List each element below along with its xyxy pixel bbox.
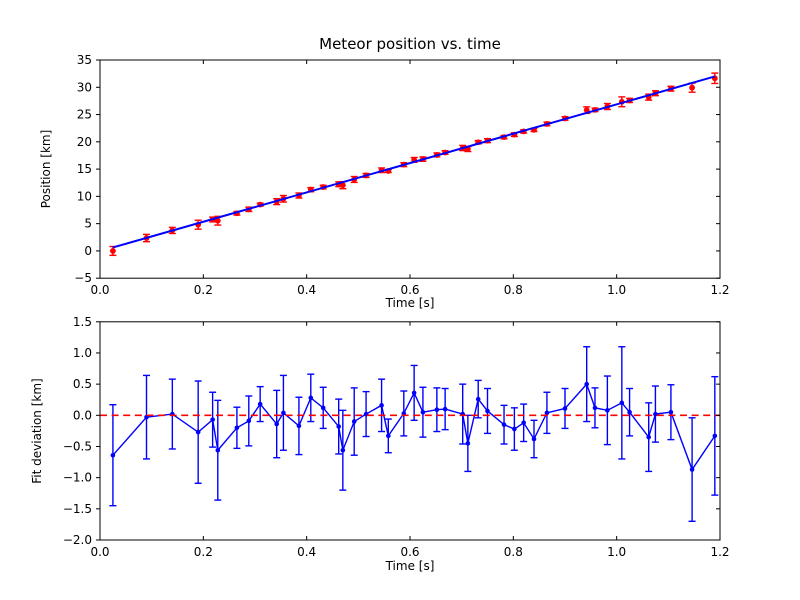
- y-tick-label: 0.5: [73, 377, 92, 391]
- x-tick-label: 0.6: [400, 283, 419, 297]
- x-tick-label: 0.2: [194, 545, 213, 559]
- x-tick-label: 0.4: [297, 545, 316, 559]
- fit-deviation-marker: [646, 434, 651, 440]
- x-tick-label: 0.2: [194, 283, 213, 297]
- fit-deviation-marker: [627, 409, 632, 415]
- fit-deviation-marker: [584, 381, 589, 387]
- x-tick-label: 0.0: [90, 283, 109, 297]
- fit-deviation-marker: [668, 409, 674, 415]
- y-tick-label: 5: [84, 217, 92, 231]
- y-tick-label: 35: [77, 53, 92, 67]
- fit-deviation-marker: [485, 408, 490, 414]
- top-plot-xlabel: Time [s]: [385, 296, 435, 310]
- y-tick-label: 0.0: [73, 408, 92, 422]
- y-tick-label: 15: [77, 162, 92, 176]
- fit-deviation-marker: [379, 403, 384, 408]
- bottom-plot-ylabel: Fit deviation [km]: [30, 378, 44, 484]
- fit-deviation-marker: [605, 408, 610, 413]
- top-plot-title: Meteor position vs. time: [319, 35, 501, 53]
- x-tick-label: 0.4: [297, 283, 316, 297]
- x-tick-label: 1.2: [710, 545, 729, 559]
- y-tick-label: 1.0: [73, 346, 92, 360]
- residual-plot-frame: [99, 321, 721, 541]
- x-tick-label: 0.0: [90, 545, 109, 559]
- fit-deviation-marker: [592, 405, 598, 411]
- measured-position-marker: [214, 217, 221, 224]
- fit-deviation-marker: [712, 433, 718, 439]
- y-tick-label: 0: [84, 244, 92, 258]
- fit-deviation-marker: [531, 436, 537, 442]
- fit-deviation-marker: [308, 395, 314, 401]
- y-tick-label: 10: [77, 189, 92, 203]
- fit-deviation-marker: [281, 410, 286, 416]
- measured-position-marker: [110, 248, 116, 254]
- fit-deviation-marker: [475, 396, 481, 402]
- fit-deviation-marker: [336, 424, 342, 429]
- fit-deviation-marker: [653, 411, 658, 417]
- fit-deviation-marker: [215, 447, 221, 453]
- x-tick-label: 1.0: [607, 545, 626, 559]
- fit-deviation-marker: [619, 400, 625, 406]
- bottom-plot-xlabel: Time [s]: [385, 559, 435, 573]
- y-tick-label: 1.5: [73, 315, 92, 329]
- fit-deviation-marker: [386, 433, 391, 439]
- fit-deviation-marker: [340, 447, 346, 453]
- fit-deviation-marker: [320, 405, 326, 411]
- x-tick-label: 1.0: [607, 283, 626, 297]
- measured-position-marker: [339, 182, 346, 189]
- top-plot-ylabel: Position [km]: [39, 129, 53, 209]
- fit-deviation-marker: [501, 422, 507, 427]
- y-tick-label: −1.0: [63, 471, 92, 485]
- y-tick-label: −2.0: [63, 533, 92, 547]
- linear-fit: [112, 75, 716, 249]
- fit-deviation-marker: [689, 467, 695, 472]
- fit-deviation-marker: [521, 420, 526, 426]
- fit-deviation-marker: [411, 390, 417, 396]
- y-tick-label: −5: [74, 271, 92, 285]
- y-tick-label: 30: [77, 80, 92, 94]
- y-tick-label: −1.5: [63, 502, 92, 516]
- fit-deviation-marker: [465, 441, 471, 446]
- fit-deviation-marker: [296, 423, 302, 429]
- fit-deviation-marker: [420, 409, 426, 415]
- fit-deviation-marker: [544, 410, 550, 416]
- y-tick-label: 25: [77, 108, 92, 122]
- fit-deviation-marker: [434, 407, 440, 413]
- x-tick-label: 0.8: [504, 283, 523, 297]
- fit-deviation-marker: [274, 421, 280, 427]
- fit-deviation-marker: [512, 426, 517, 432]
- fit-deviation-marker: [210, 417, 215, 422]
- position-plot-frame: [99, 59, 721, 279]
- x-tick-label: 0.8: [504, 545, 523, 559]
- fit-deviation-marker: [562, 406, 568, 411]
- y-tick-label: 20: [77, 135, 92, 149]
- fit-deviation-marker: [195, 429, 201, 435]
- x-tick-label: 1.2: [710, 283, 729, 297]
- fit-deviation-marker: [246, 418, 252, 424]
- fit-deviation-marker: [351, 419, 357, 424]
- y-tick-label: −0.5: [63, 439, 92, 453]
- fit-deviation-marker: [442, 406, 448, 412]
- x-tick-label: 0.6: [400, 545, 419, 559]
- fit-deviation-marker: [110, 452, 116, 458]
- fit-deviation-marker: [257, 401, 263, 407]
- fit-deviation-marker: [234, 425, 240, 431]
- measured-position-marker: [689, 84, 695, 91]
